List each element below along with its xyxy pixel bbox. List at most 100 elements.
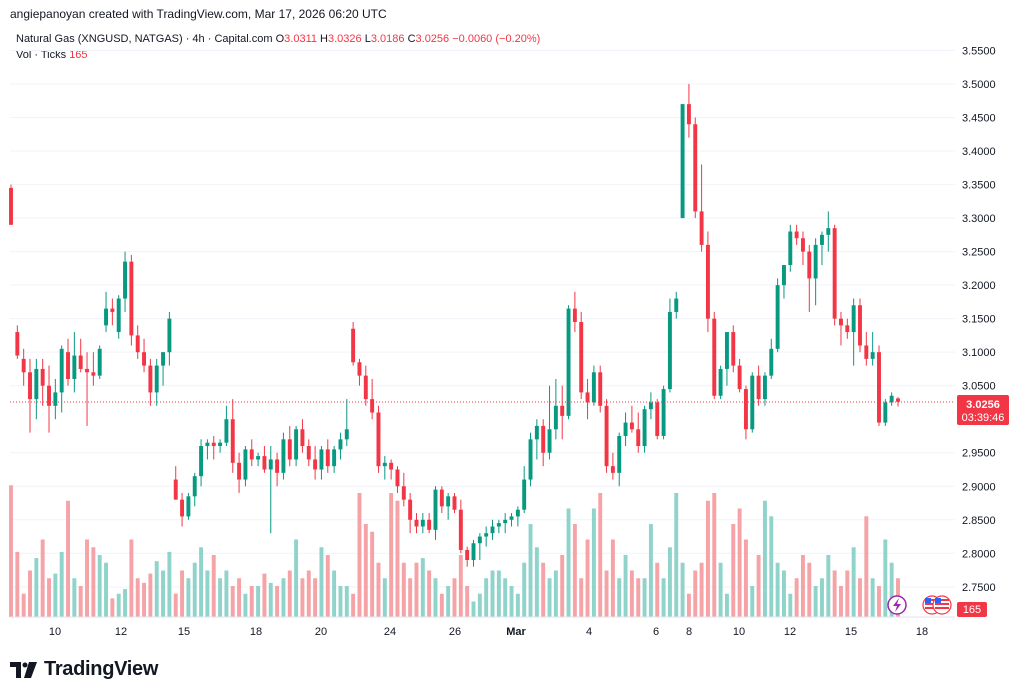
- candle-body: [97, 348, 102, 376]
- volume-bar: [91, 547, 96, 617]
- chart-grid: [10, 50, 955, 588]
- volume-bar: [230, 586, 235, 617]
- candle-body: [395, 469, 400, 487]
- time-axis[interactable]: 10 12 15 18 20 24 26 Mar 4 6 8 10 12 15 18: [49, 626, 928, 638]
- y-tick-label: 3.4000: [962, 146, 996, 158]
- volume-bar: [180, 570, 185, 617]
- volume-bar: [319, 547, 324, 617]
- volume-bar: [655, 562, 660, 617]
- volume-bar: [693, 570, 698, 617]
- y-tick-label: 3.2500: [962, 247, 996, 259]
- candle-body: [896, 398, 900, 402]
- candle-body: [515, 509, 520, 517]
- volume-bar: [370, 531, 375, 617]
- volume-bar: [515, 593, 520, 617]
- x-tick-label: 26: [449, 626, 461, 638]
- volume-bar: [205, 570, 210, 617]
- volume-bar: [249, 586, 254, 617]
- volume-bar: [718, 562, 723, 617]
- volume-bar: [211, 555, 216, 617]
- candle-body: [477, 536, 482, 544]
- volume-bar: [813, 586, 818, 617]
- volume-bar: [313, 578, 318, 617]
- candle-body: [566, 308, 571, 416]
- volume-bar: [199, 547, 204, 617]
- lightning-icon[interactable]: [887, 595, 907, 615]
- volume-bar: [674, 493, 679, 617]
- tradingview-logo-icon: [10, 661, 37, 678]
- volume-bar: [534, 547, 539, 617]
- candle-body: [832, 228, 837, 319]
- volume-bar: [547, 578, 552, 617]
- candle-body: [503, 519, 508, 524]
- price-tag-box: [957, 395, 1009, 425]
- volume-bar: [851, 547, 856, 617]
- candle-body: [737, 365, 742, 390]
- us-flag-icon[interactable]: [932, 595, 952, 615]
- candle-body: [807, 251, 812, 279]
- candlestick-chart[interactable]: 3.5500 3.5000 3.4500 3.4000 3.3500 3.3000 3.25…: [0, 0, 1024, 650]
- volume-bar: [306, 570, 311, 617]
- candle-body: [509, 516, 514, 520]
- change-value: −0.0060 (−0.20%): [452, 33, 541, 45]
- candle-body: [788, 231, 793, 266]
- symbol-legend: Natural Gas (XNGUSD, NATGAS) · 4h · Capi…: [16, 33, 540, 45]
- volume-bar: [794, 578, 799, 617]
- x-tick-label: 15: [178, 626, 190, 638]
- volume-bar: [154, 561, 159, 617]
- volume-bar: [66, 500, 70, 617]
- price-axis[interactable]: 3.5500 3.5000 3.4500 3.4000 3.3500 3.3000 3.25…: [962, 46, 996, 594]
- candle-body: [123, 261, 128, 299]
- volume-bar: [427, 570, 432, 617]
- volume-bar: [642, 578, 647, 617]
- y-tick-label: 2.8500: [962, 515, 996, 527]
- volume-value: 165: [69, 49, 88, 61]
- volume-bar: [9, 485, 13, 617]
- volume-bar: [34, 558, 39, 617]
- candle-body: [104, 308, 108, 326]
- candle-body: [794, 231, 799, 239]
- volume-bar: [560, 555, 565, 617]
- candle-body: [180, 499, 185, 517]
- volume-bar: [439, 593, 444, 617]
- candle-body: [731, 332, 736, 366]
- volume-bar: [870, 578, 875, 617]
- volume-bar: [218, 578, 223, 617]
- volume-bar: [173, 593, 178, 617]
- x-tick-label: 20: [315, 626, 327, 638]
- x-tick-label: Mar: [506, 626, 526, 638]
- volume-bar: [731, 524, 736, 617]
- candle-body: [275, 459, 280, 473]
- candle-body: [839, 318, 843, 326]
- tradingview-logo[interactable]: TradingView: [10, 658, 158, 681]
- volume-bar: [420, 558, 425, 617]
- candle-body: [129, 261, 134, 336]
- volume-bar: [59, 551, 64, 617]
- candle-body: [781, 265, 786, 286]
- volume-bar: [807, 562, 812, 617]
- volume-bar: [756, 555, 761, 617]
- y-tick-label: 3.4500: [962, 113, 996, 125]
- volume-bar: [408, 578, 413, 617]
- candle-body: [465, 549, 470, 561]
- volume-bar: [465, 586, 470, 617]
- candle-body: [484, 533, 489, 537]
- volume-bar: [572, 524, 577, 617]
- y-tick-label: 3.1000: [962, 347, 996, 359]
- volume-bar: [186, 578, 191, 617]
- volume-bar: [21, 593, 26, 617]
- volume-bar: [376, 562, 381, 617]
- candle-body: [230, 419, 235, 463]
- x-tick-label: 10: [733, 626, 745, 638]
- volume-bar: [477, 593, 482, 617]
- candle-body: [877, 352, 881, 423]
- candle-body: [420, 519, 425, 527]
- volume-bar: [72, 578, 77, 617]
- volume-bar: [110, 598, 115, 617]
- candle-body: [541, 425, 546, 453]
- volume-bar: [357, 493, 362, 617]
- candle-body: [287, 439, 292, 460]
- candle-body: [370, 399, 375, 413]
- volume-bar: [484, 578, 489, 617]
- volume-bar: [167, 551, 172, 617]
